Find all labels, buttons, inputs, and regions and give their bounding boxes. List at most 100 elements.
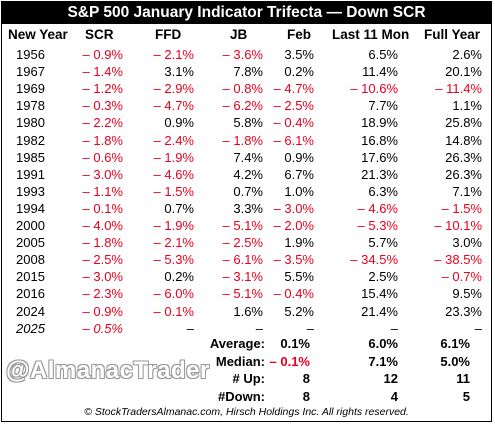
- cell-last11: 7.7%: [368, 98, 398, 114]
- cell-jb: 1.6%: [233, 303, 263, 319]
- cell-year: 1969: [16, 81, 45, 97]
- cell-full: 26.3%: [445, 166, 482, 182]
- cell-year: 1985: [16, 149, 45, 165]
- summary-row: # Up: 8 12 11: [2, 371, 491, 389]
- cell-full: 1.1%: [452, 98, 482, 114]
- cell-year: 2025: [16, 320, 45, 336]
- cell-scr: – 3.0%: [82, 166, 123, 182]
- summary-feb: – 0.1%: [269, 353, 310, 369]
- cell-scr: – 2.2%: [82, 115, 123, 131]
- cell-last11: 18.9%: [361, 115, 398, 131]
- cell-full: – 38.5%: [434, 252, 482, 268]
- table-row: 2016 – 2.3% – 6.0% – 5.1% – 0.4% 15.4% 9.5%: [2, 286, 491, 303]
- summary-last-11-mon: 6.0%: [368, 336, 398, 351]
- cell-year: 2008: [16, 252, 45, 268]
- table-row: 1969 – 1.2% – 2.9% – 0.8% – 4.7% – 10.6% – 11.…: [2, 81, 491, 98]
- cell-feb: 0.9%: [284, 149, 314, 165]
- cell-ffd: – 2.4%: [153, 132, 194, 148]
- cell-year: 1982: [16, 132, 45, 148]
- header-feb: Feb: [287, 27, 312, 42]
- summary-row: Median: – 0.1% 7.1% 5.0%: [2, 354, 491, 372]
- cell-year: 1991: [16, 166, 45, 182]
- cell-ffd: –: [186, 320, 194, 336]
- summary-feb: 0.1%: [280, 336, 310, 351]
- cell-last11: 5.7%: [368, 235, 398, 251]
- cell-jb: – 6.2%: [222, 98, 263, 114]
- header-full-year: Full Year: [424, 27, 481, 42]
- cell-ffd: – 2.1%: [153, 235, 194, 251]
- cell-ffd: 0.2%: [164, 269, 194, 285]
- cell-year: 2000: [16, 218, 45, 233]
- cell-last11: 17.6%: [361, 149, 398, 165]
- cell-scr: – 0.3%: [82, 98, 123, 114]
- cell-last11: – 10.6%: [350, 81, 398, 97]
- cell-scr: – 1.8%: [82, 235, 123, 251]
- cell-scr: – 2.3%: [82, 286, 123, 302]
- cell-ffd: – 5.3%: [153, 252, 194, 268]
- cell-ffd: – 1.9%: [153, 149, 194, 165]
- cell-feb: – 0.4%: [273, 115, 314, 131]
- table-row: 1991 – 3.0% – 4.6% 4.2% 6.7% 21.3% 26.3%: [2, 167, 491, 184]
- table-row: 1982 – 1.8% – 2.4% – 1.8% – 6.1% 16.8% 14.8%: [2, 133, 491, 150]
- cell-full: 14.8%: [445, 132, 482, 148]
- header-row: New Year SCR FFD JB Feb Last 11 Mon Full…: [2, 27, 491, 46]
- cell-last11: – 5.3%: [357, 218, 398, 233]
- cell-scr: – 1.2%: [82, 81, 123, 97]
- cell-feb: 3.5%: [284, 47, 314, 62]
- cell-year: 1994: [16, 200, 45, 216]
- cell-year: 2024: [16, 303, 45, 319]
- cell-full: 3.0%: [452, 235, 482, 251]
- cell-feb: 1.0%: [284, 183, 314, 199]
- table-row: 1980 – 2.2% 0.9% 5.8% – 0.4% 18.9% 25.8%: [2, 115, 491, 132]
- table-row: 2024 – 0.9% – 0.1% 1.6% 5.2% 21.4% 23.3%: [2, 304, 491, 321]
- table-row: 1993 – 1.1% – 1.5% 0.7% 1.0% 6.3% 7.1%: [2, 184, 491, 201]
- cell-last11: – 4.6%: [357, 200, 398, 216]
- cell-year: 1956: [16, 47, 45, 62]
- cell-full: 9.5%: [452, 286, 482, 302]
- cell-jb: – 0.8%: [222, 81, 263, 97]
- cell-feb: – 4.7%: [273, 81, 314, 97]
- cell-full: 26.3%: [445, 149, 482, 165]
- cell-ffd: – 1.9%: [153, 218, 194, 233]
- cell-last11: 6.3%: [368, 183, 398, 199]
- summary-last-11-mon: 7.1%: [368, 353, 398, 369]
- cell-year: 1967: [16, 64, 45, 80]
- cell-ffd: – 2.1%: [153, 47, 194, 62]
- summary-full-year: 6.1%: [440, 336, 470, 351]
- summary-feb: 8: [302, 371, 310, 387]
- cell-scr: – 1.8%: [82, 132, 123, 148]
- cell-feb: – 0.4%: [273, 286, 314, 302]
- header-scr: SCR: [85, 27, 114, 42]
- cell-full: 20.1%: [445, 64, 482, 80]
- table-row: 1956 – 0.9% – 2.1% – 3.6% 3.5% 6.5% 2.6%: [2, 47, 491, 64]
- cell-jb: 4.2%: [233, 166, 263, 182]
- cell-scr: – 2.5%: [82, 252, 123, 268]
- cell-full: 7.1%: [452, 183, 482, 199]
- cell-feb: – 6.1%: [273, 132, 314, 148]
- cell-jb: – 5.1%: [222, 286, 263, 302]
- cell-ffd: – 0.1%: [153, 303, 194, 319]
- cell-feb: 5.2%: [284, 303, 314, 319]
- summary-full-year: 5: [462, 388, 470, 404]
- cell-feb: 1.9%: [284, 235, 314, 251]
- summary-full-year: 5.0%: [440, 353, 470, 369]
- cell-jb: – 2.5%: [222, 235, 263, 251]
- table-row: 1994 – 0.1% 0.7% 3.3% – 3.0% – 4.6% – 1.5%: [2, 201, 491, 218]
- cell-ffd: – 4.6%: [153, 166, 194, 182]
- summary-last-11-mon: 4: [390, 388, 398, 404]
- cell-full: – 11.4%: [435, 81, 482, 97]
- header-last-11-mon: Last 11 Mon: [332, 27, 410, 42]
- cell-feb: –: [306, 320, 314, 336]
- table-row: 2000 – 4.0% – 1.9% – 5.1% – 2.0% – 5.3% – 10.1…: [2, 218, 491, 235]
- cell-jb: – 3.1%: [222, 269, 263, 285]
- cell-last11: 16.8%: [361, 132, 398, 148]
- cell-ffd: – 2.9%: [153, 81, 194, 97]
- cell-year: 2015: [16, 269, 45, 285]
- cell-full: – 10.1%: [434, 218, 482, 233]
- summary-feb: 8: [302, 388, 310, 404]
- cell-jb: 3.3%: [233, 200, 263, 216]
- cell-ffd: 0.7%: [164, 200, 194, 216]
- cell-scr: – 1.4%: [82, 64, 123, 80]
- cell-year: 1980: [16, 115, 45, 131]
